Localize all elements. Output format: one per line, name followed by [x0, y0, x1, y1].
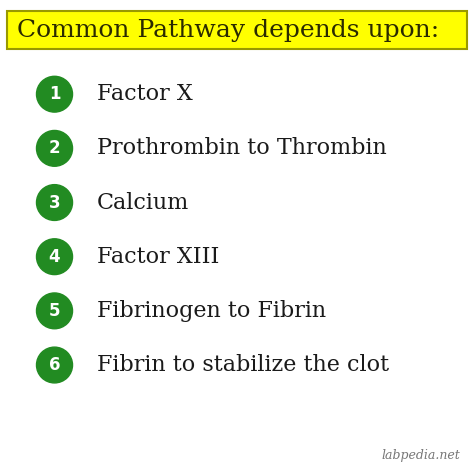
Circle shape	[36, 347, 73, 383]
Text: 3: 3	[49, 194, 60, 211]
Text: labpedia.net: labpedia.net	[381, 448, 460, 462]
Circle shape	[36, 130, 73, 166]
Text: Common Pathway depends upon:: Common Pathway depends upon:	[17, 19, 439, 41]
Text: Calcium: Calcium	[97, 192, 190, 213]
Text: 4: 4	[49, 248, 60, 266]
Circle shape	[36, 76, 73, 112]
Text: 6: 6	[49, 356, 60, 374]
Text: 5: 5	[49, 302, 60, 320]
Circle shape	[36, 239, 73, 275]
Text: Factor XIII: Factor XIII	[97, 246, 219, 268]
Text: 2: 2	[49, 139, 60, 157]
Circle shape	[36, 185, 73, 220]
Text: Prothrombin to Thrombin: Prothrombin to Thrombin	[97, 138, 387, 159]
FancyBboxPatch shape	[7, 11, 467, 49]
Text: Factor X: Factor X	[97, 83, 193, 105]
Circle shape	[36, 293, 73, 329]
Text: 1: 1	[49, 85, 60, 103]
Text: Fibrinogen to Fibrin: Fibrinogen to Fibrin	[97, 300, 326, 322]
Text: Fibrin to stabilize the clot: Fibrin to stabilize the clot	[97, 354, 389, 376]
